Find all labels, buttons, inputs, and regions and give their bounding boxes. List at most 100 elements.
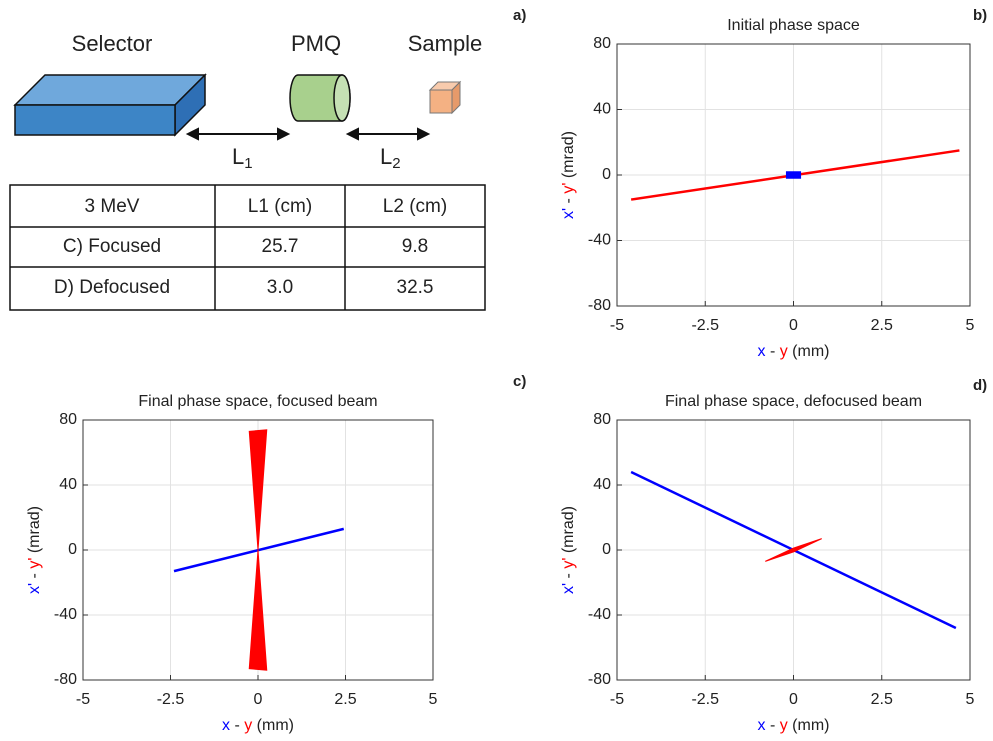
axis-label-part: (mrad) [26, 506, 43, 558]
distance-symbol: L [232, 144, 244, 169]
axis-label-part: x' [560, 583, 577, 594]
x-tick-label: 2.5 [871, 691, 893, 708]
axis-label: x - y (mm) [758, 717, 830, 734]
distance-label: L1 [232, 144, 253, 172]
x-tick-label: -5 [610, 317, 624, 334]
series-line [248, 429, 268, 671]
distance-subscript: 2 [392, 155, 400, 172]
x-tick-label: -2.5 [157, 691, 185, 708]
table-border [9, 184, 486, 311]
axis-label-part: x [758, 717, 766, 734]
y-tick-label: 0 [68, 541, 77, 558]
table-cell: 32.5 [397, 277, 434, 298]
y-tick-label: -40 [588, 232, 611, 249]
distance-label: L2 [380, 144, 401, 172]
axis-label-part: - [560, 194, 577, 208]
table-cell: 3.0 [267, 277, 293, 298]
axis-label-part: x' [560, 208, 577, 219]
panel-label: c) [513, 373, 526, 390]
y-tick-label: 0 [602, 541, 611, 558]
diagram: Selector PMQ Sample L1 L2 [13, 31, 483, 172]
axis-label-part: - [230, 717, 244, 734]
chart-title: Final phase space, focused beam [138, 393, 377, 410]
arrow-head [185, 127, 199, 141]
y-tick-label: 40 [59, 476, 77, 493]
y-tick-label: 80 [59, 411, 77, 428]
table-cell: C) Focused [63, 236, 161, 257]
axis-label-part: x [758, 343, 766, 360]
x-tick-label: 5 [429, 691, 438, 708]
x-tick-label: 0 [254, 691, 263, 708]
axis-label-part: - [560, 569, 577, 583]
y-tick-label: -80 [588, 671, 611, 688]
axis-label-part: - [26, 569, 43, 583]
axis-label-part: (mrad) [560, 506, 577, 558]
component-label: PMQ [291, 31, 341, 56]
pmq-face [333, 74, 351, 122]
y-tick-label: 80 [593, 411, 611, 428]
table-cell: 9.8 [402, 236, 428, 257]
x-tick-label: 2.5 [334, 691, 356, 708]
x-tick-label: 5 [966, 317, 975, 334]
axis-label-part: y' [560, 183, 577, 194]
x-tick-label: -2.5 [691, 691, 719, 708]
arrow-head [277, 127, 291, 141]
component-label: Selector [72, 31, 153, 56]
panel-label: b) [973, 7, 987, 24]
axis-label-part: (mrad) [560, 131, 577, 183]
y-tick-label: -40 [54, 606, 77, 623]
x-tick-label: -2.5 [691, 317, 719, 334]
y-tick-label: 0 [602, 166, 611, 183]
axis-label: x' - y' (mrad) [560, 506, 577, 594]
axis-label-part: y' [26, 558, 43, 569]
chart-title: Initial phase space [727, 17, 860, 34]
table-header: 3 MeV [85, 196, 140, 217]
axis-label-part: y [780, 717, 788, 734]
sample-front [429, 89, 453, 114]
x-tick-label: 2.5 [871, 317, 893, 334]
axis-label-part: y' [560, 558, 577, 569]
axis-label-part: (mm) [788, 343, 830, 360]
series-line [785, 171, 802, 179]
axis-label-part: (mm) [252, 717, 294, 734]
distance-subscript: 1 [244, 155, 252, 172]
series-line [765, 538, 822, 562]
y-tick-label: 80 [593, 35, 611, 52]
panel-label: d) [973, 377, 987, 394]
axis-label-part: y [780, 343, 788, 360]
axis-label-part: - [766, 717, 780, 734]
series-line [173, 527, 345, 573]
axes-box [82, 419, 434, 681]
y-tick-label: 40 [593, 101, 611, 118]
x-tick-label: 0 [789, 317, 798, 334]
arrow-head [345, 127, 359, 141]
y-tick-label: -80 [54, 671, 77, 688]
axis-label: x' - y' (mrad) [560, 131, 577, 219]
axis-label-part: y [244, 717, 252, 734]
axes-box [616, 419, 971, 681]
axis-label: x' - y' (mrad) [26, 506, 43, 594]
arrows [185, 127, 431, 141]
axes-box [616, 43, 971, 307]
table-cell: 25.7 [262, 236, 299, 257]
axis-label-part: - [766, 343, 780, 360]
axis-label-part: x' [26, 583, 43, 594]
axis-label: x - y (mm) [222, 717, 294, 734]
table-cell: D) Defocused [54, 277, 170, 298]
x-tick-label: -5 [610, 691, 624, 708]
selector-top [13, 74, 207, 106]
table [9, 184, 486, 311]
axis-label-part: x [222, 717, 230, 734]
arrow-head [417, 127, 431, 141]
x-tick-label: 5 [966, 691, 975, 708]
x-tick-label: -5 [76, 691, 90, 708]
distance-symbol: L [380, 144, 392, 169]
component-label: Sample [408, 31, 483, 56]
chart-title: Final phase space, defocused beam [665, 393, 922, 410]
x-tick-label: 0 [789, 691, 798, 708]
selector-front [14, 104, 176, 136]
table-header: L1 (cm) [248, 196, 312, 217]
y-tick-label: -40 [588, 606, 611, 623]
